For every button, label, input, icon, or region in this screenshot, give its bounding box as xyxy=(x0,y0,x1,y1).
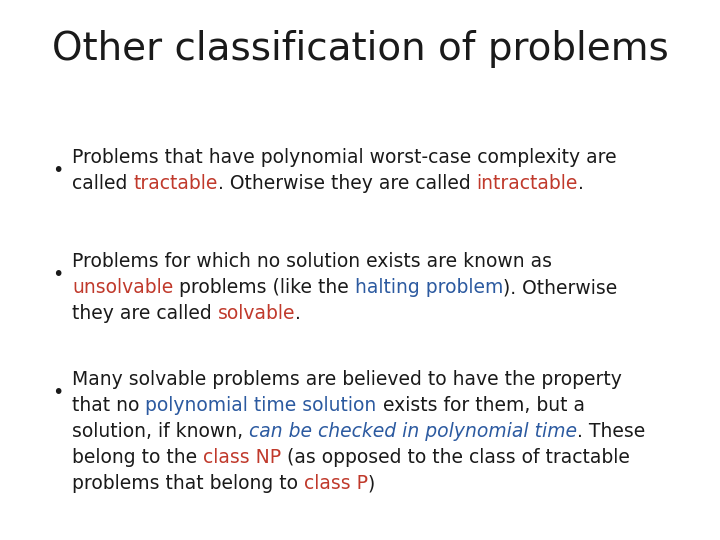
Text: solvable: solvable xyxy=(217,304,295,323)
Text: Many solvable problems are believed to have the property: Many solvable problems are believed to h… xyxy=(72,370,622,389)
Text: polynomial time solution: polynomial time solution xyxy=(145,396,377,415)
Text: intractable: intractable xyxy=(477,174,578,193)
Text: problems (like the: problems (like the xyxy=(174,278,355,297)
Text: they are called: they are called xyxy=(72,304,217,323)
Text: solution, if known,: solution, if known, xyxy=(72,422,249,441)
Text: •: • xyxy=(52,161,63,180)
Text: •: • xyxy=(52,265,63,284)
Text: tractable: tractable xyxy=(133,174,217,193)
Text: Problems for which no solution exists are known as: Problems for which no solution exists ar… xyxy=(72,252,552,271)
Text: can be checked in polynomial time: can be checked in polynomial time xyxy=(249,422,577,441)
Text: •: • xyxy=(52,383,63,402)
Text: that no: that no xyxy=(72,396,145,415)
Text: halting problem: halting problem xyxy=(355,278,503,297)
Text: .: . xyxy=(295,304,301,323)
Text: problems that belong to: problems that belong to xyxy=(72,474,304,493)
Text: exists for them, but a: exists for them, but a xyxy=(377,396,585,415)
Text: . Otherwise they are called: . Otherwise they are called xyxy=(217,174,477,193)
Text: ): ) xyxy=(368,474,375,493)
Text: class NP: class NP xyxy=(203,448,282,467)
Text: Problems that have polynomial worst-case complexity are: Problems that have polynomial worst-case… xyxy=(72,148,616,167)
Text: (as opposed to the class of tractable: (as opposed to the class of tractable xyxy=(282,448,630,467)
Text: belong to the: belong to the xyxy=(72,448,203,467)
Text: . These: . These xyxy=(577,422,645,441)
Text: .: . xyxy=(578,174,584,193)
Text: called: called xyxy=(72,174,133,193)
Text: unsolvable: unsolvable xyxy=(72,278,174,297)
Text: class P: class P xyxy=(304,474,368,493)
Text: Other classification of problems: Other classification of problems xyxy=(52,30,669,68)
Text: ). Otherwise: ). Otherwise xyxy=(503,278,618,297)
